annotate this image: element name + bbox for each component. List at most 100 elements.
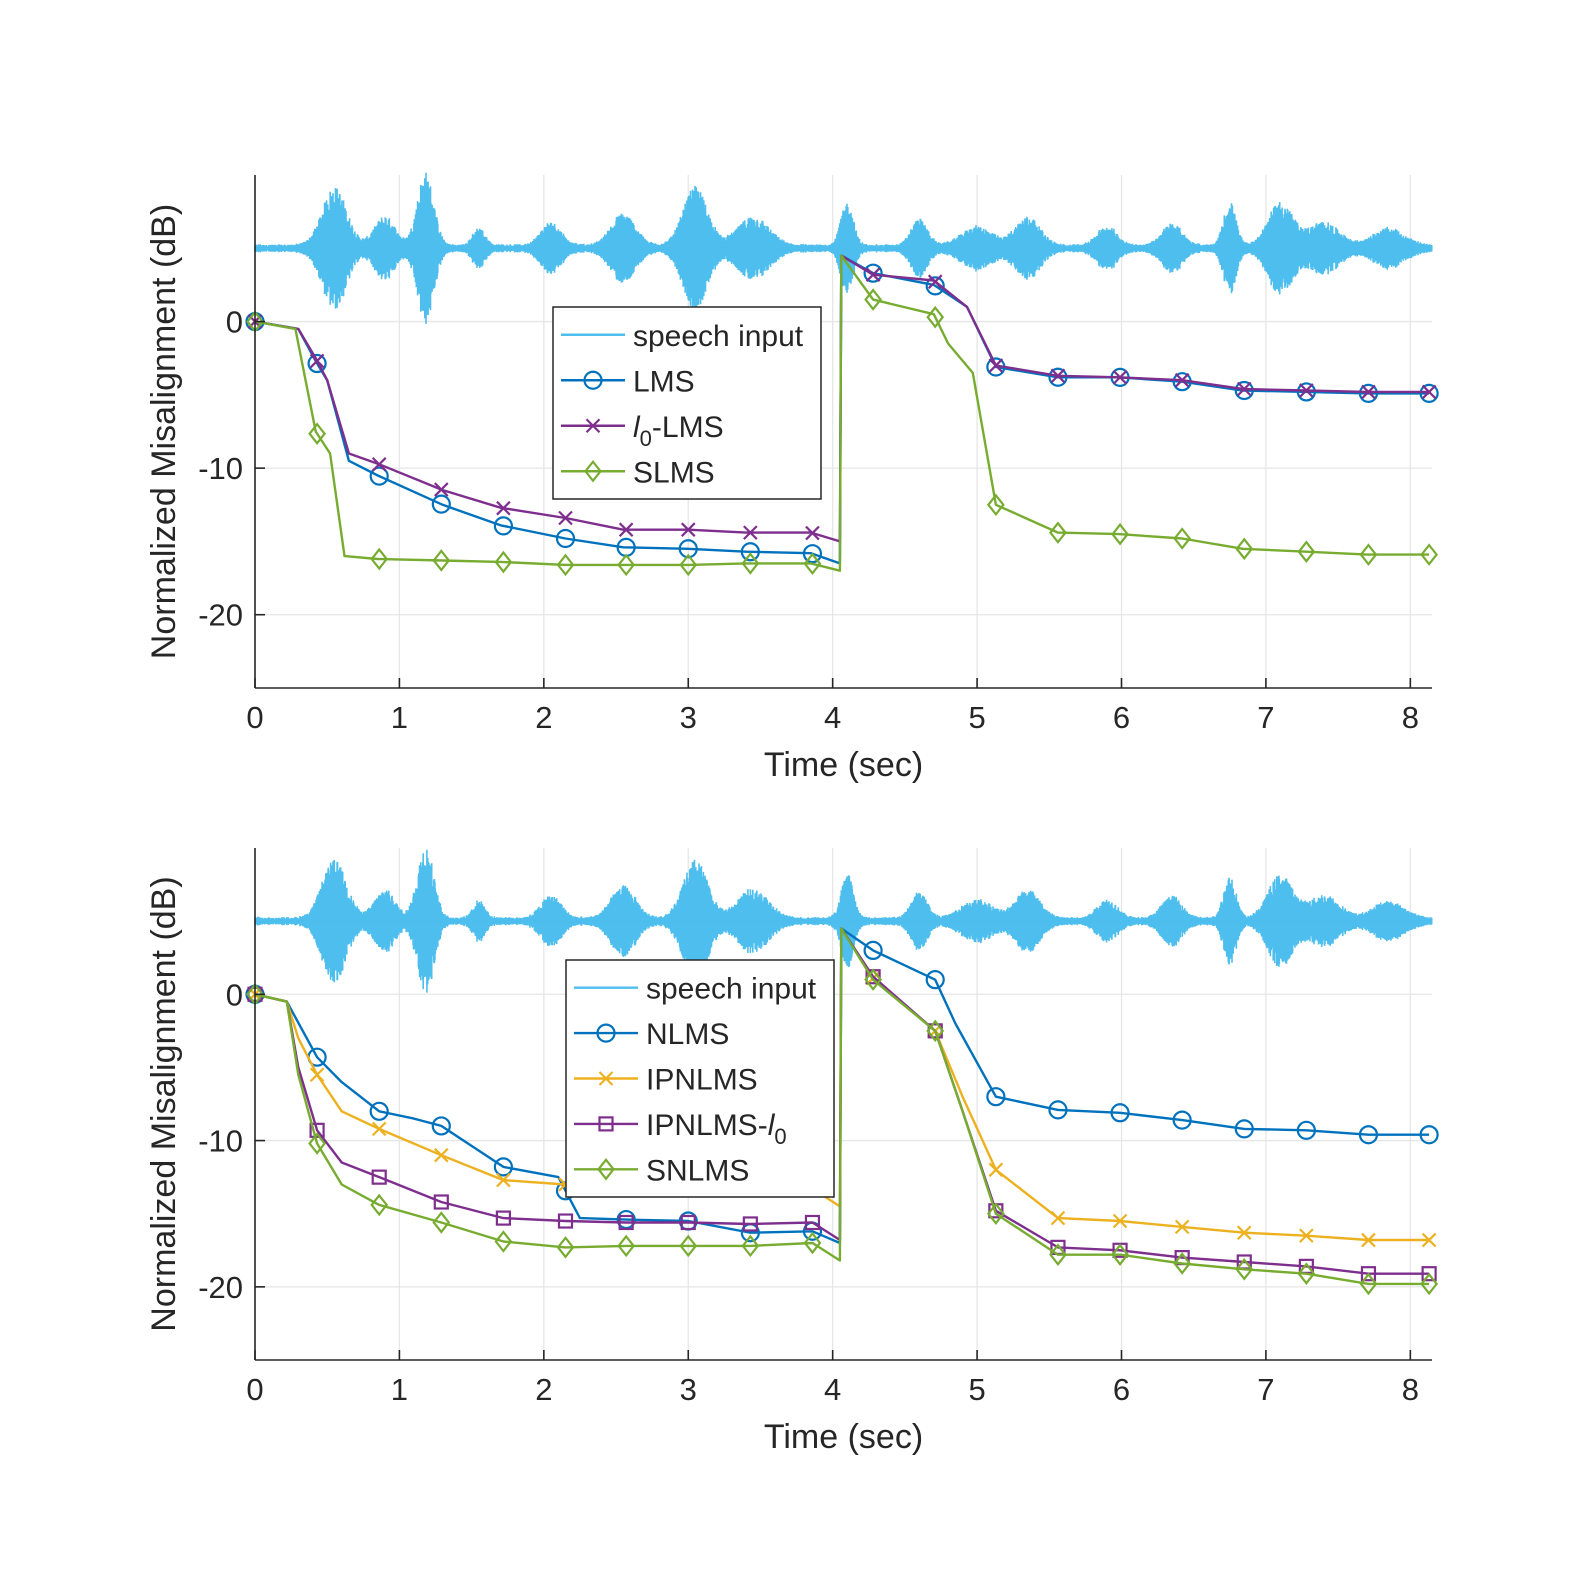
data-point-SNLMS <box>1049 1243 1067 1266</box>
data-point-IPNLMS <box>1299 1228 1314 1243</box>
data-point-IPNLMS-l0 <box>433 1194 449 1210</box>
data-point-IPNLMS-l0 <box>371 1169 387 1185</box>
legend-marker-NLMS <box>596 1023 616 1043</box>
x-tick-label: 1 <box>391 700 408 735</box>
data-point-l0-LMS <box>1174 372 1190 388</box>
data-point-l0-LMS <box>1421 384 1437 400</box>
data-point-SLMS <box>432 549 451 572</box>
data-point-LMS <box>1048 367 1068 387</box>
data-point-l0-LMS <box>743 525 758 540</box>
legend-label-speech-input: speech input <box>646 973 817 1006</box>
data-point-SLMS <box>494 550 513 574</box>
data-point-SNLMS <box>1297 1262 1316 1285</box>
series-SNLMS <box>246 927 1439 1296</box>
data-point-IPNLMS-l0 <box>680 1214 696 1231</box>
x-axis-label: Time (sec) <box>764 1418 923 1456</box>
data-point-LMS <box>925 276 945 296</box>
data-point-LMS <box>555 528 576 549</box>
y-tick-label: -20 <box>198 598 243 633</box>
x-tick-label: 2 <box>535 700 552 735</box>
data-point-NLMS <box>1358 1125 1379 1145</box>
data-point-SLMS <box>556 553 575 577</box>
data-point-NLMS <box>1296 1120 1316 1140</box>
data-point-IPNLMS-l0 <box>309 1122 325 1138</box>
data-point-LMS <box>493 516 513 536</box>
data-point-l0-LMS <box>1299 383 1314 398</box>
data-point-SLMS <box>864 288 883 311</box>
series-line-LMS <box>254 254 1430 565</box>
data-point-LMS <box>740 542 760 562</box>
x-tick-label: 8 <box>1402 700 1419 735</box>
data-point-IPNLMS <box>309 1067 325 1083</box>
data-point-LMS <box>1296 382 1316 402</box>
series-line-IPNLMS-l0 <box>254 927 1430 1275</box>
legend-marker-SNLMS <box>597 1158 615 1181</box>
data-point-LMS <box>1419 383 1439 403</box>
x-tick-label: 4 <box>824 1372 841 1407</box>
x-tick-label: 6 <box>1113 1372 1130 1407</box>
data-point-IPNLMS-l0 <box>804 1214 821 1231</box>
data-point-SNLMS <box>864 968 883 991</box>
data-point-IPNLMS <box>371 1121 387 1137</box>
y-tick-label: 0 <box>226 977 243 1012</box>
data-point-IPNLMS <box>1361 1232 1376 1248</box>
legend-marker-IPNLMS-l0 <box>598 1116 614 1132</box>
data-point-IPNLMS <box>1112 1213 1128 1229</box>
y-tick-label: 0 <box>226 305 243 340</box>
data-point-LMS <box>678 539 698 559</box>
data-point-NLMS <box>1234 1119 1254 1139</box>
data-point-SNLMS <box>308 1132 327 1155</box>
x-tick-label: 7 <box>1257 1372 1274 1407</box>
data-point-SNLMS <box>1173 1252 1192 1275</box>
y-tick-label: -10 <box>198 451 243 486</box>
data-point-l0-LMS <box>434 482 449 497</box>
data-point-SNLMS <box>1420 1272 1439 1296</box>
y-tick-label: -10 <box>198 1124 243 1159</box>
data-point-LMS <box>1234 380 1254 401</box>
data-point-IPNLMS-l0 <box>1360 1266 1377 1282</box>
x-tick-label: 7 <box>1257 700 1274 735</box>
data-point-IPNLMS <box>1050 1210 1066 1226</box>
data-point-NLMS <box>493 1157 513 1177</box>
x-tick-label: 1 <box>391 1372 408 1407</box>
data-point-NLMS <box>1048 1100 1068 1120</box>
x-tick-label: 3 <box>680 1372 697 1407</box>
data-point-SNLMS <box>803 1231 822 1255</box>
data-point-l0-LMS <box>618 522 634 537</box>
data-point-IPNLMS-l0 <box>1421 1266 1437 1282</box>
series-line-SNLMS <box>254 927 1430 1286</box>
data-point-NLMS <box>1419 1125 1439 1145</box>
x-tick-label: 4 <box>824 700 841 735</box>
data-point-SNLMS <box>432 1211 451 1234</box>
data-point-SLMS <box>803 552 822 576</box>
data-point-SLMS <box>370 547 389 571</box>
data-point-SLMS <box>741 552 760 575</box>
series-line-NLMS <box>254 927 1430 1245</box>
data-point-l0-LMS <box>1112 370 1128 385</box>
data-point-l0-LMS <box>865 267 881 282</box>
x-tick-label: 3 <box>680 700 697 735</box>
data-point-SNLMS <box>617 1234 636 1258</box>
data-point-NLMS <box>863 940 883 961</box>
data-point-SLMS <box>1420 543 1439 566</box>
data-point-LMS <box>369 466 389 486</box>
x-tick-label: 6 <box>1113 700 1130 735</box>
legend-label-speech-input: speech input <box>633 320 804 353</box>
data-point-SNLMS <box>1359 1272 1378 1296</box>
legend-label-IPNLMS: IPNLMS <box>646 1064 758 1097</box>
data-point-SLMS <box>926 305 945 329</box>
x-tick-label: 5 <box>968 700 985 735</box>
data-point-l0-LMS <box>371 457 387 472</box>
legend: speech input LMS l0-LMS SLMS <box>552 306 822 500</box>
legend-marker-SLMS <box>584 459 602 483</box>
data-point-NLMS <box>1172 1110 1192 1130</box>
x-tick-label: 0 <box>246 1372 263 1407</box>
data-point-LMS <box>863 263 883 283</box>
x-tick-label: 8 <box>1402 1372 1419 1407</box>
series-SLMS <box>246 254 1439 577</box>
y-axis-label: Normalized Misalignment (dB) <box>145 876 183 1331</box>
panel-top: 0 1 2 3 4 5 6 7 8 0 -10 -20 Time (sec) Normalized Mis… <box>145 172 1439 784</box>
legend-label-SNLMS: SNLMS <box>646 1154 749 1187</box>
data-point-l0-LMS <box>309 353 325 369</box>
